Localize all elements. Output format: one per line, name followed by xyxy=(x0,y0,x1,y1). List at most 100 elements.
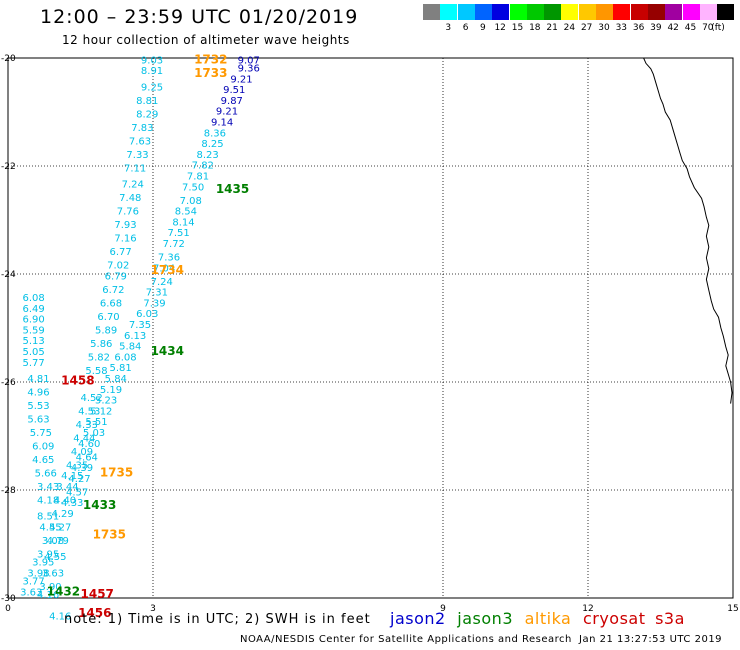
wave-height-value: 9.03 xyxy=(141,55,163,66)
wave-height-value: 4.27 xyxy=(68,474,90,485)
wave-height-value: 7.24 xyxy=(122,180,144,191)
wave-height-value: 4.09 xyxy=(71,447,93,458)
wave-height-value: 5.19 xyxy=(100,385,122,396)
wave-height-value: 6.70 xyxy=(97,312,119,323)
wave-height-value: 3.98 xyxy=(27,568,49,579)
coastline xyxy=(643,57,733,404)
credit-line: NOAA/NESDIS Center for Satellite Applica… xyxy=(240,634,572,645)
wave-height-value: 3.08 xyxy=(42,536,64,547)
wave-height-value: 5.58 xyxy=(85,366,107,377)
legend-swatch xyxy=(630,4,648,20)
sat-altika: altika xyxy=(524,609,572,628)
wave-height-value: 5.77 xyxy=(23,358,45,369)
legend-label: 45 xyxy=(684,23,697,33)
y-tick-label: -26 xyxy=(1,378,16,388)
wave-height-value: 6.49 xyxy=(23,304,45,315)
y-tick-label: -28 xyxy=(1,486,16,496)
wave-height-value: 7.63 xyxy=(129,136,151,147)
wave-height-value: 9.07 xyxy=(238,55,260,66)
legend-label: 27 xyxy=(580,23,593,33)
wave-height-value: 4.29 xyxy=(52,509,74,520)
wave-height-value: 5.63 xyxy=(27,415,49,426)
wave-height-value: 7.72 xyxy=(163,239,185,250)
wave-height-value: 5.59 xyxy=(23,325,45,336)
wave-height-value: 4.44 xyxy=(73,433,95,444)
wave-height-value: 4.35 xyxy=(66,460,88,471)
map-grid xyxy=(8,58,733,598)
wave-height-value: 6.09 xyxy=(32,442,54,453)
wave-height-value: 7.24 xyxy=(151,277,173,288)
wave-height-value: 9.14 xyxy=(211,118,233,129)
y-tick-label: -24 xyxy=(1,270,16,280)
x-tick-label: 15 xyxy=(727,604,738,614)
wave-height-value: 7.11 xyxy=(124,163,146,174)
wave-height-value: 9.51 xyxy=(223,85,245,96)
legend-label: 70 xyxy=(702,23,714,33)
y-tick-label: -30 xyxy=(1,594,16,604)
legend-swatch xyxy=(561,4,579,20)
wave-height-value: 5.66 xyxy=(35,469,57,480)
legend-swatch xyxy=(544,4,562,20)
wave-height-value: 8.25 xyxy=(201,139,223,150)
pass-time-label: 1433 xyxy=(83,498,116,512)
legend-swatch xyxy=(474,4,492,20)
wave-height-value: 7.08 xyxy=(180,196,202,207)
wave-height-value: 4.16 xyxy=(37,590,59,601)
legend-swatch xyxy=(492,4,510,20)
legend-label: 9 xyxy=(480,23,486,33)
map-subtitle: 12 hour collection of altimeter wave hei… xyxy=(62,33,350,47)
wave-height-value: 3.63 xyxy=(20,587,42,598)
wave-height-value: 4.53 xyxy=(78,406,100,417)
wave-height-value: 4.65 xyxy=(32,455,54,466)
pass-time-label: 1732 xyxy=(194,52,227,66)
wave-height-observations: 6.086.496.905.595.135.055.774.814.965.53… xyxy=(20,55,260,622)
wave-height-value: 7.36 xyxy=(158,253,180,264)
legend-swatch xyxy=(613,4,631,20)
wave-height-value: 6.08 xyxy=(23,293,45,304)
wave-height-value: 5.51 xyxy=(85,417,107,428)
legend-label: 33 xyxy=(615,23,628,33)
wave-height-value: 6.03 xyxy=(136,309,158,320)
wave-height-value: 8.51 xyxy=(37,512,59,523)
wave-height-value: 4.15 xyxy=(61,471,83,482)
wave-height-value: 4.55 xyxy=(44,552,66,563)
legend-label: 24 xyxy=(563,23,576,33)
wave-height-value: 5.13 xyxy=(23,336,45,347)
legend-swatch xyxy=(578,4,596,20)
wave-height-value: 4.33 xyxy=(61,498,83,509)
wave-height-value: 4.64 xyxy=(76,452,98,463)
wave-height-value: 7.16 xyxy=(114,234,136,245)
wave-height-value: 6.79 xyxy=(105,271,127,282)
x-tick-label: 0 xyxy=(5,604,11,614)
wave-height-value: 4.81 xyxy=(27,374,49,385)
wave-height-value: 5.84 xyxy=(119,342,141,353)
sat-jason2: jason2 xyxy=(390,609,446,628)
wave-height-value: 7.02 xyxy=(107,261,129,272)
legend-swatch xyxy=(717,4,735,20)
wave-height-value: 3.90 xyxy=(39,582,61,593)
map-frame xyxy=(7,57,734,599)
y-tick-label: -22 xyxy=(1,162,16,172)
pass-time-label: 1435 xyxy=(216,182,249,196)
legend-label: 6 xyxy=(462,23,469,33)
wave-height-value: 5.53 xyxy=(27,401,49,412)
footnote: note: 1) Time is in UTC; 2) SWH is in fe… xyxy=(64,612,371,627)
wave-height-value: 5.81 xyxy=(110,363,132,374)
legend-label: 42 xyxy=(667,23,679,33)
wave-height-value: 5.89 xyxy=(95,325,117,336)
pass-time-label: 1432 xyxy=(47,584,80,598)
axis-tick-labels: 0 3 9 12 15 -20 -22 -24 -26 -28 -30 xyxy=(1,54,739,614)
wave-height-value: 8.81 xyxy=(136,96,158,107)
wave-height-value: 8.36 xyxy=(204,128,226,139)
legend-label: 15 xyxy=(511,23,524,33)
legend-label: 21 xyxy=(546,23,558,33)
wave-height-value: 9.21 xyxy=(230,74,252,85)
wave-height-value: 7.35 xyxy=(129,320,151,331)
wave-height-value: 8.14 xyxy=(172,217,194,228)
wave-height-value: 7.81 xyxy=(187,172,209,183)
wave-height-value: 3.63 xyxy=(42,568,64,579)
x-tick-label: 3 xyxy=(150,604,156,614)
legend-swatch xyxy=(682,4,700,20)
sat-jason3: jason3 xyxy=(457,609,513,628)
